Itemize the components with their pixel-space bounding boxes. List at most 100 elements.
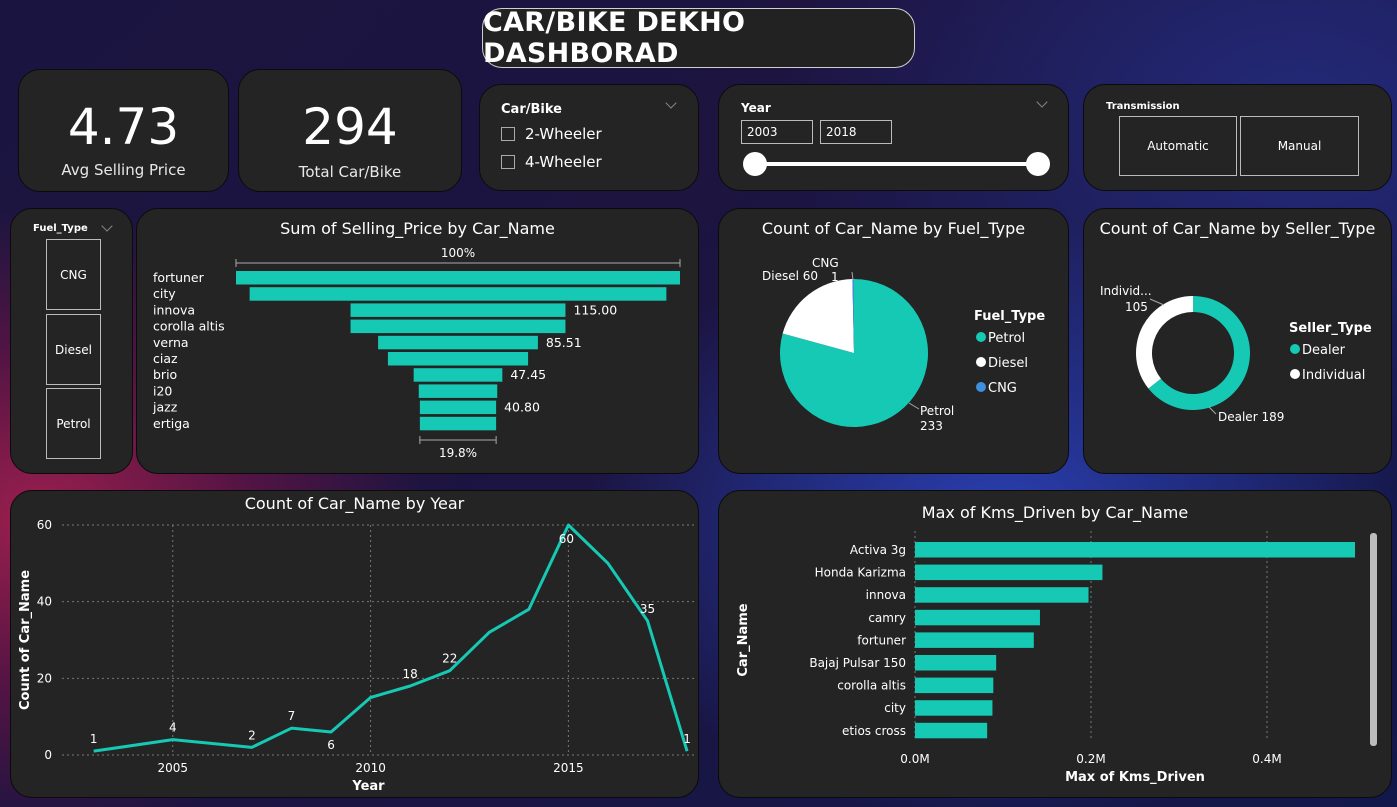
year-to-input[interactable]: 2018 bbox=[820, 120, 892, 144]
funnel-category-label: ciaz bbox=[153, 351, 178, 366]
kpi-card-avg-selling-price: 4.73 Avg Selling Price bbox=[18, 69, 229, 192]
fuel-pie-card: Count of Car_Name by Fuel_Type Petrol 233… bbox=[718, 208, 1069, 474]
chart-title: Max of Kms_Driven by Car_Name bbox=[921, 503, 1189, 522]
funnel-bar bbox=[387, 352, 529, 366]
donut-data-label: Individ... bbox=[1100, 284, 1152, 298]
donut-slice-individual bbox=[1136, 296, 1193, 389]
pie-legend-label: Diesel bbox=[988, 356, 1028, 371]
x-axis-title: Year bbox=[351, 779, 385, 794]
fuel-option-cng[interactable]: CNG bbox=[46, 239, 101, 310]
year-line-card: Count of Car_Name by Year 0 20 40 60 2005 201… bbox=[10, 490, 699, 798]
option-label: 2-Wheeler bbox=[525, 125, 602, 143]
pie-legend-label: CNG bbox=[988, 381, 1017, 396]
x-tick-label: 2015 bbox=[553, 761, 584, 775]
donut-slice-dealer bbox=[1148, 296, 1250, 410]
donut-data-value: 105 bbox=[1125, 300, 1148, 314]
pie-data-label: Petrol bbox=[920, 404, 954, 418]
donut-legend-label: Dealer bbox=[1302, 343, 1346, 358]
point-label: 4 bbox=[169, 721, 177, 735]
funnel-bar bbox=[350, 319, 566, 334]
kpi-value: 4.73 bbox=[67, 98, 180, 156]
funnel-data-label: 115.00 bbox=[573, 302, 617, 317]
slicer-option-4-wheeler[interactable]: 4-Wheeler bbox=[501, 153, 602, 171]
funnel-category-label: city bbox=[153, 286, 176, 301]
point-label: 6 bbox=[327, 738, 335, 752]
funnel-data-label: 40.80 bbox=[504, 400, 540, 415]
chevron-down-icon[interactable] bbox=[1036, 96, 1048, 108]
fuel-option-petrol[interactable]: Petrol bbox=[46, 388, 101, 459]
kms-category-label: innova bbox=[866, 588, 906, 602]
scrollbar[interactable] bbox=[1370, 533, 1377, 746]
kpi-label: Avg Selling Price bbox=[61, 161, 186, 179]
funnel-category-label: jazz bbox=[152, 400, 178, 415]
y-tick-label: 0 bbox=[44, 748, 52, 762]
pie-legend-marker bbox=[976, 382, 986, 392]
year-slider-handle-end[interactable] bbox=[1026, 152, 1050, 176]
point-label: 1 bbox=[90, 732, 98, 746]
kms-bar-chart: 0.0M 0.2M 0.4M Activa 3g Honda Karizma innova… bbox=[736, 531, 1355, 785]
checkbox[interactable] bbox=[501, 127, 515, 141]
option-label: 4-Wheeler bbox=[525, 153, 602, 171]
kms-bar bbox=[915, 655, 997, 671]
slicer-title: Transmission bbox=[1106, 101, 1180, 112]
y-tick-label: 60 bbox=[37, 518, 52, 532]
funnel-bar bbox=[236, 271, 680, 285]
pie-data-label: CNG bbox=[812, 256, 839, 270]
transmission-automatic-button[interactable]: Automatic bbox=[1119, 116, 1237, 176]
x-tick-label: 0.4M bbox=[1252, 752, 1281, 766]
pie-data-label: Diesel 60 bbox=[762, 269, 818, 283]
transmission-manual-button[interactable]: Manual bbox=[1240, 116, 1359, 176]
kms-category-label: camry bbox=[868, 611, 906, 625]
kms-bar-card: Max of Kms_Driven by Car_Name 0.0M 0.2M 0.… bbox=[718, 490, 1392, 798]
funnel-data-label: 47.45 bbox=[510, 367, 546, 382]
point-label: 1 bbox=[683, 732, 691, 746]
fuel-type-slicer: Fuel_Type CNG Diesel Petrol bbox=[10, 208, 133, 474]
funnel-data-label: 85.51 bbox=[546, 335, 582, 350]
chart-title: Sum of Selling_Price by Car_Name bbox=[280, 219, 555, 238]
funnel-category-label: i20 bbox=[153, 383, 172, 398]
year-slider-handle-start[interactable] bbox=[743, 152, 767, 176]
x-tick-label: 2005 bbox=[158, 761, 189, 775]
funnel-category-label: verna bbox=[153, 335, 189, 350]
slicer-title: Car/Bike bbox=[501, 102, 562, 117]
year-from-input[interactable]: 2003 bbox=[741, 120, 813, 144]
x-tick-label: 2010 bbox=[355, 761, 386, 775]
x-tick-label: 0.0M bbox=[900, 752, 929, 766]
kms-category-label: fortuner bbox=[857, 633, 906, 647]
point-label: 2 bbox=[248, 728, 256, 742]
year-slider-track[interactable] bbox=[755, 162, 1039, 166]
pie-slice-cng bbox=[852, 279, 854, 353]
point-label: 22 bbox=[442, 652, 457, 666]
pie-legend-marker bbox=[976, 357, 986, 367]
funnel-chart-card: Sum of Selling_Price by Car_Name fortune… bbox=[136, 208, 699, 474]
x-tick-label: 0.2M bbox=[1076, 752, 1105, 766]
series-line bbox=[93, 523, 689, 753]
chevron-down-icon[interactable] bbox=[665, 97, 677, 109]
pie-legend-label: Petrol bbox=[988, 331, 1025, 346]
kms-bar bbox=[915, 677, 994, 694]
pie-legend-marker bbox=[976, 332, 986, 342]
funnel-bottom-label: 19.8% bbox=[439, 446, 477, 460]
point-label: 18 bbox=[403, 667, 418, 681]
kms-bar bbox=[915, 542, 1355, 558]
funnel-bar bbox=[378, 335, 538, 350]
kms-bar bbox=[915, 564, 1103, 581]
kms-bar bbox=[915, 700, 993, 716]
fuel-option-diesel[interactable]: Diesel bbox=[46, 314, 101, 385]
checkbox[interactable] bbox=[501, 155, 515, 169]
kms-bar bbox=[915, 722, 988, 739]
year-line-chart: 0 20 40 60 2005 2010 2015 1 4 2 7 6 18 22 60 35 1 Year Cou… bbox=[18, 518, 695, 794]
funnel-bar bbox=[419, 400, 497, 415]
seller-donut-card: Count of Car_Name by Seller_Type Dealer … bbox=[1083, 208, 1392, 474]
kms-category-label: Bajaj Pulsar 150 bbox=[809, 656, 906, 670]
funnel-bar bbox=[419, 416, 497, 431]
slicer-option-2-wheeler[interactable]: 2-Wheeler bbox=[501, 125, 602, 143]
funnel-category-label: ertiga bbox=[153, 416, 190, 431]
donut-legend-marker bbox=[1290, 369, 1300, 379]
funnel-category-label: brio bbox=[153, 367, 177, 382]
y-axis-title: Count of Car_Name bbox=[18, 570, 33, 710]
chevron-down-icon[interactable] bbox=[101, 220, 113, 232]
chart-title: Count of Car_Name by Seller_Type bbox=[1099, 219, 1376, 238]
slicer-title: Fuel_Type bbox=[33, 223, 88, 234]
